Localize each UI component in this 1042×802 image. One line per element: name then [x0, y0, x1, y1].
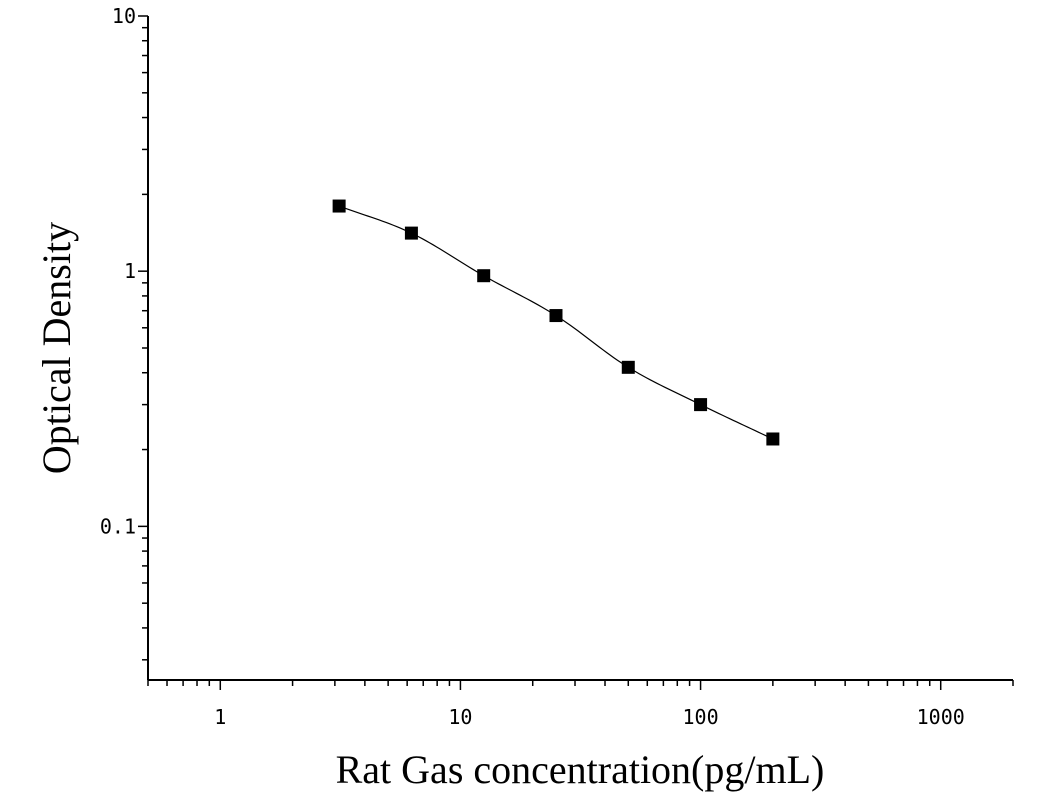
fit-curve	[338, 205, 774, 440]
data-point	[477, 269, 491, 283]
axes	[147, 16, 1013, 681]
data-point	[549, 309, 563, 323]
y-axis-title: Optical Density	[34, 222, 79, 474]
y-tick-label: 0.1	[100, 514, 136, 538]
x-tick-label: 100	[683, 705, 719, 729]
data-point	[621, 360, 635, 374]
y-tick-label: 1	[124, 259, 136, 283]
x-tick-label: 1	[214, 705, 226, 729]
ticks	[138, 15, 1014, 690]
data-points	[332, 199, 780, 446]
x-tick-label: 1000	[917, 705, 965, 729]
data-point	[332, 199, 346, 213]
data-point	[694, 398, 708, 412]
y-tick-label: 10	[112, 4, 136, 28]
tick-labels: 1 10 100 1000 0.1 1 10	[100, 4, 965, 729]
x-tick-label: 10	[448, 705, 472, 729]
data-point	[766, 432, 780, 446]
x-axis-title: Rat Gas concentration(pg/mL)	[336, 747, 825, 792]
data-point	[404, 226, 418, 240]
